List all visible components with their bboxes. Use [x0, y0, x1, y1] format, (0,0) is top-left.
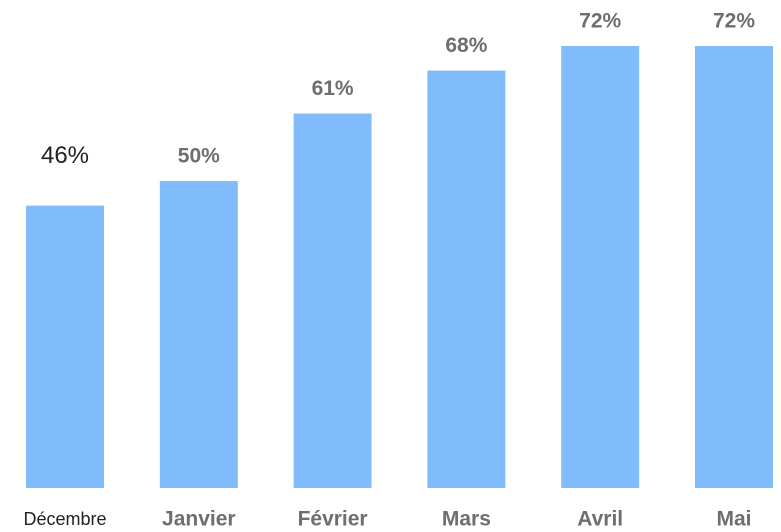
bar: [26, 205, 104, 488]
category-label: Mars: [442, 508, 491, 531]
category-label: Mai: [716, 508, 751, 531]
value-label: 72%: [713, 10, 755, 33]
bar: [561, 46, 640, 488]
value-label: 72%: [579, 10, 621, 33]
value-label: 50%: [178, 145, 220, 168]
bar: [293, 113, 372, 489]
bar: [159, 181, 238, 489]
bar: [695, 46, 773, 488]
category-label: Janvier: [162, 508, 236, 531]
category-label: Décembre: [23, 509, 106, 529]
category-label: Février: [298, 508, 368, 531]
bar: [427, 70, 506, 489]
value-label: 46%: [41, 142, 89, 169]
value-label: 61%: [312, 77, 354, 100]
value-label: 68%: [445, 34, 487, 57]
category-label: Avril: [577, 508, 623, 531]
